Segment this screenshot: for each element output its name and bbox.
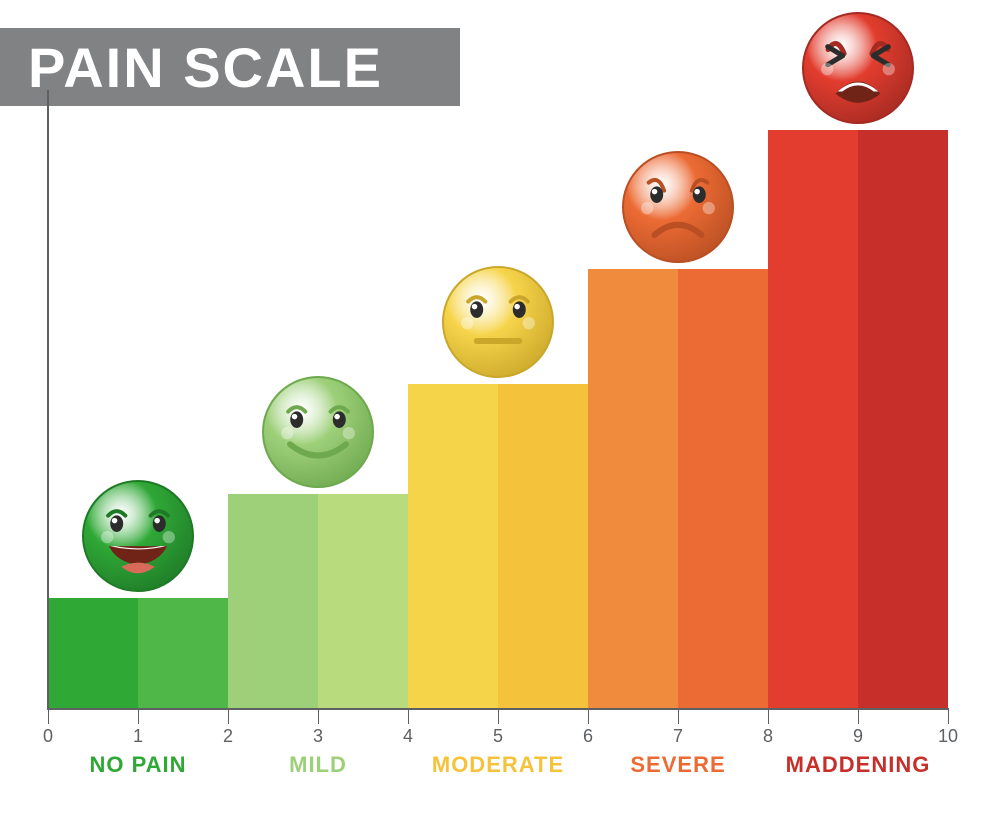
x-tick: [408, 708, 409, 724]
x-tick: [318, 708, 319, 724]
smile-face-icon: [262, 376, 374, 488]
pain-scale-chart: 0 1 2 3 4 5 6 7 8 9 10 NO PAIN MILD MODERATE SEVERE MA…: [40, 20, 960, 790]
bar-3: [228, 494, 318, 708]
category-label: NO PAIN: [89, 752, 186, 778]
x-tick-label: 6: [583, 726, 593, 747]
x-tick: [588, 708, 589, 724]
category-label: MADDENING: [786, 752, 931, 778]
x-tick: [138, 708, 139, 724]
frown-face-icon: [622, 151, 734, 263]
bar-2: [138, 598, 228, 708]
category-label: MILD: [289, 752, 347, 778]
x-tick-label: 8: [763, 726, 773, 747]
bar-6: [498, 384, 588, 708]
x-tick: [858, 708, 859, 724]
category-label: MODERATE: [432, 752, 564, 778]
x-tick-label: 9: [853, 726, 863, 747]
x-tick-label: 0: [43, 726, 53, 747]
bar-10: [858, 130, 948, 708]
bar-5: [408, 384, 498, 708]
x-tick: [768, 708, 769, 724]
bar-1: [48, 598, 138, 708]
x-tick: [498, 708, 499, 724]
y-axis: [47, 90, 49, 710]
bar-4: [318, 494, 408, 708]
x-tick-label: 3: [313, 726, 323, 747]
bar-7: [588, 269, 678, 708]
x-tick-label: 4: [403, 726, 413, 747]
x-tick-label: 7: [673, 726, 683, 747]
x-tick-label: 2: [223, 726, 233, 747]
x-tick: [678, 708, 679, 724]
x-tick: [948, 708, 949, 724]
bar-8: [678, 269, 768, 708]
x-tick-label: 10: [938, 726, 958, 747]
x-tick-label: 1: [133, 726, 143, 747]
x-tick: [228, 708, 229, 724]
x-tick-label: 5: [493, 726, 503, 747]
agony-face-icon: [802, 12, 914, 124]
category-label: SEVERE: [630, 752, 725, 778]
happy-open-face-icon: [82, 480, 194, 592]
x-tick: [48, 708, 49, 724]
bar-9: [768, 130, 858, 708]
neutral-face-icon: [442, 266, 554, 378]
